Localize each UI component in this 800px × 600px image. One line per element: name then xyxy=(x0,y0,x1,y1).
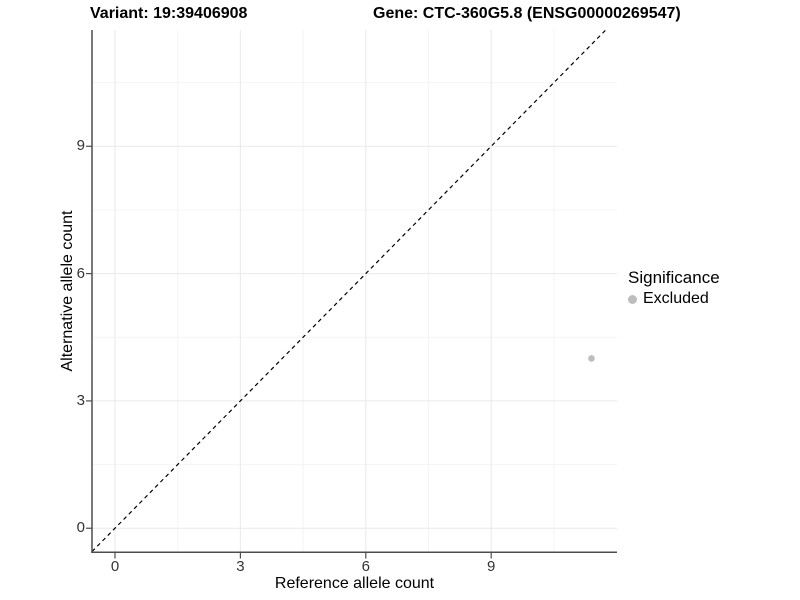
variant-title: Variant: 19:39406908 xyxy=(90,5,248,22)
y-axis-title: Alternative allele count xyxy=(59,210,76,372)
legend-item: Excluded xyxy=(628,290,720,308)
gene-title: Gene: CTC-360G5.8 (ENSG00000269547) xyxy=(373,5,681,22)
x-tick-label: 3 xyxy=(236,558,245,575)
x-tick-label: 0 xyxy=(110,558,120,575)
identity-line xyxy=(91,29,607,552)
x-axis-title: Reference allele count xyxy=(274,575,435,592)
legend-key-dot xyxy=(628,294,637,304)
y-tick-label: 3 xyxy=(76,391,85,409)
legend-title: Significance xyxy=(628,268,720,287)
x-tick-label: 9 xyxy=(487,558,496,575)
legend: Significance Excluded xyxy=(628,268,720,308)
x-tick-label: 6 xyxy=(361,558,370,575)
plot-panel xyxy=(86,29,617,559)
data-point xyxy=(588,355,595,362)
y-tick-label: 9 xyxy=(76,137,85,155)
legend-item-label: Excluded xyxy=(643,290,709,307)
y-tick-label: 0 xyxy=(76,519,85,537)
y-tick-label: 6 xyxy=(76,264,85,282)
legend-items: Excluded xyxy=(628,290,720,308)
